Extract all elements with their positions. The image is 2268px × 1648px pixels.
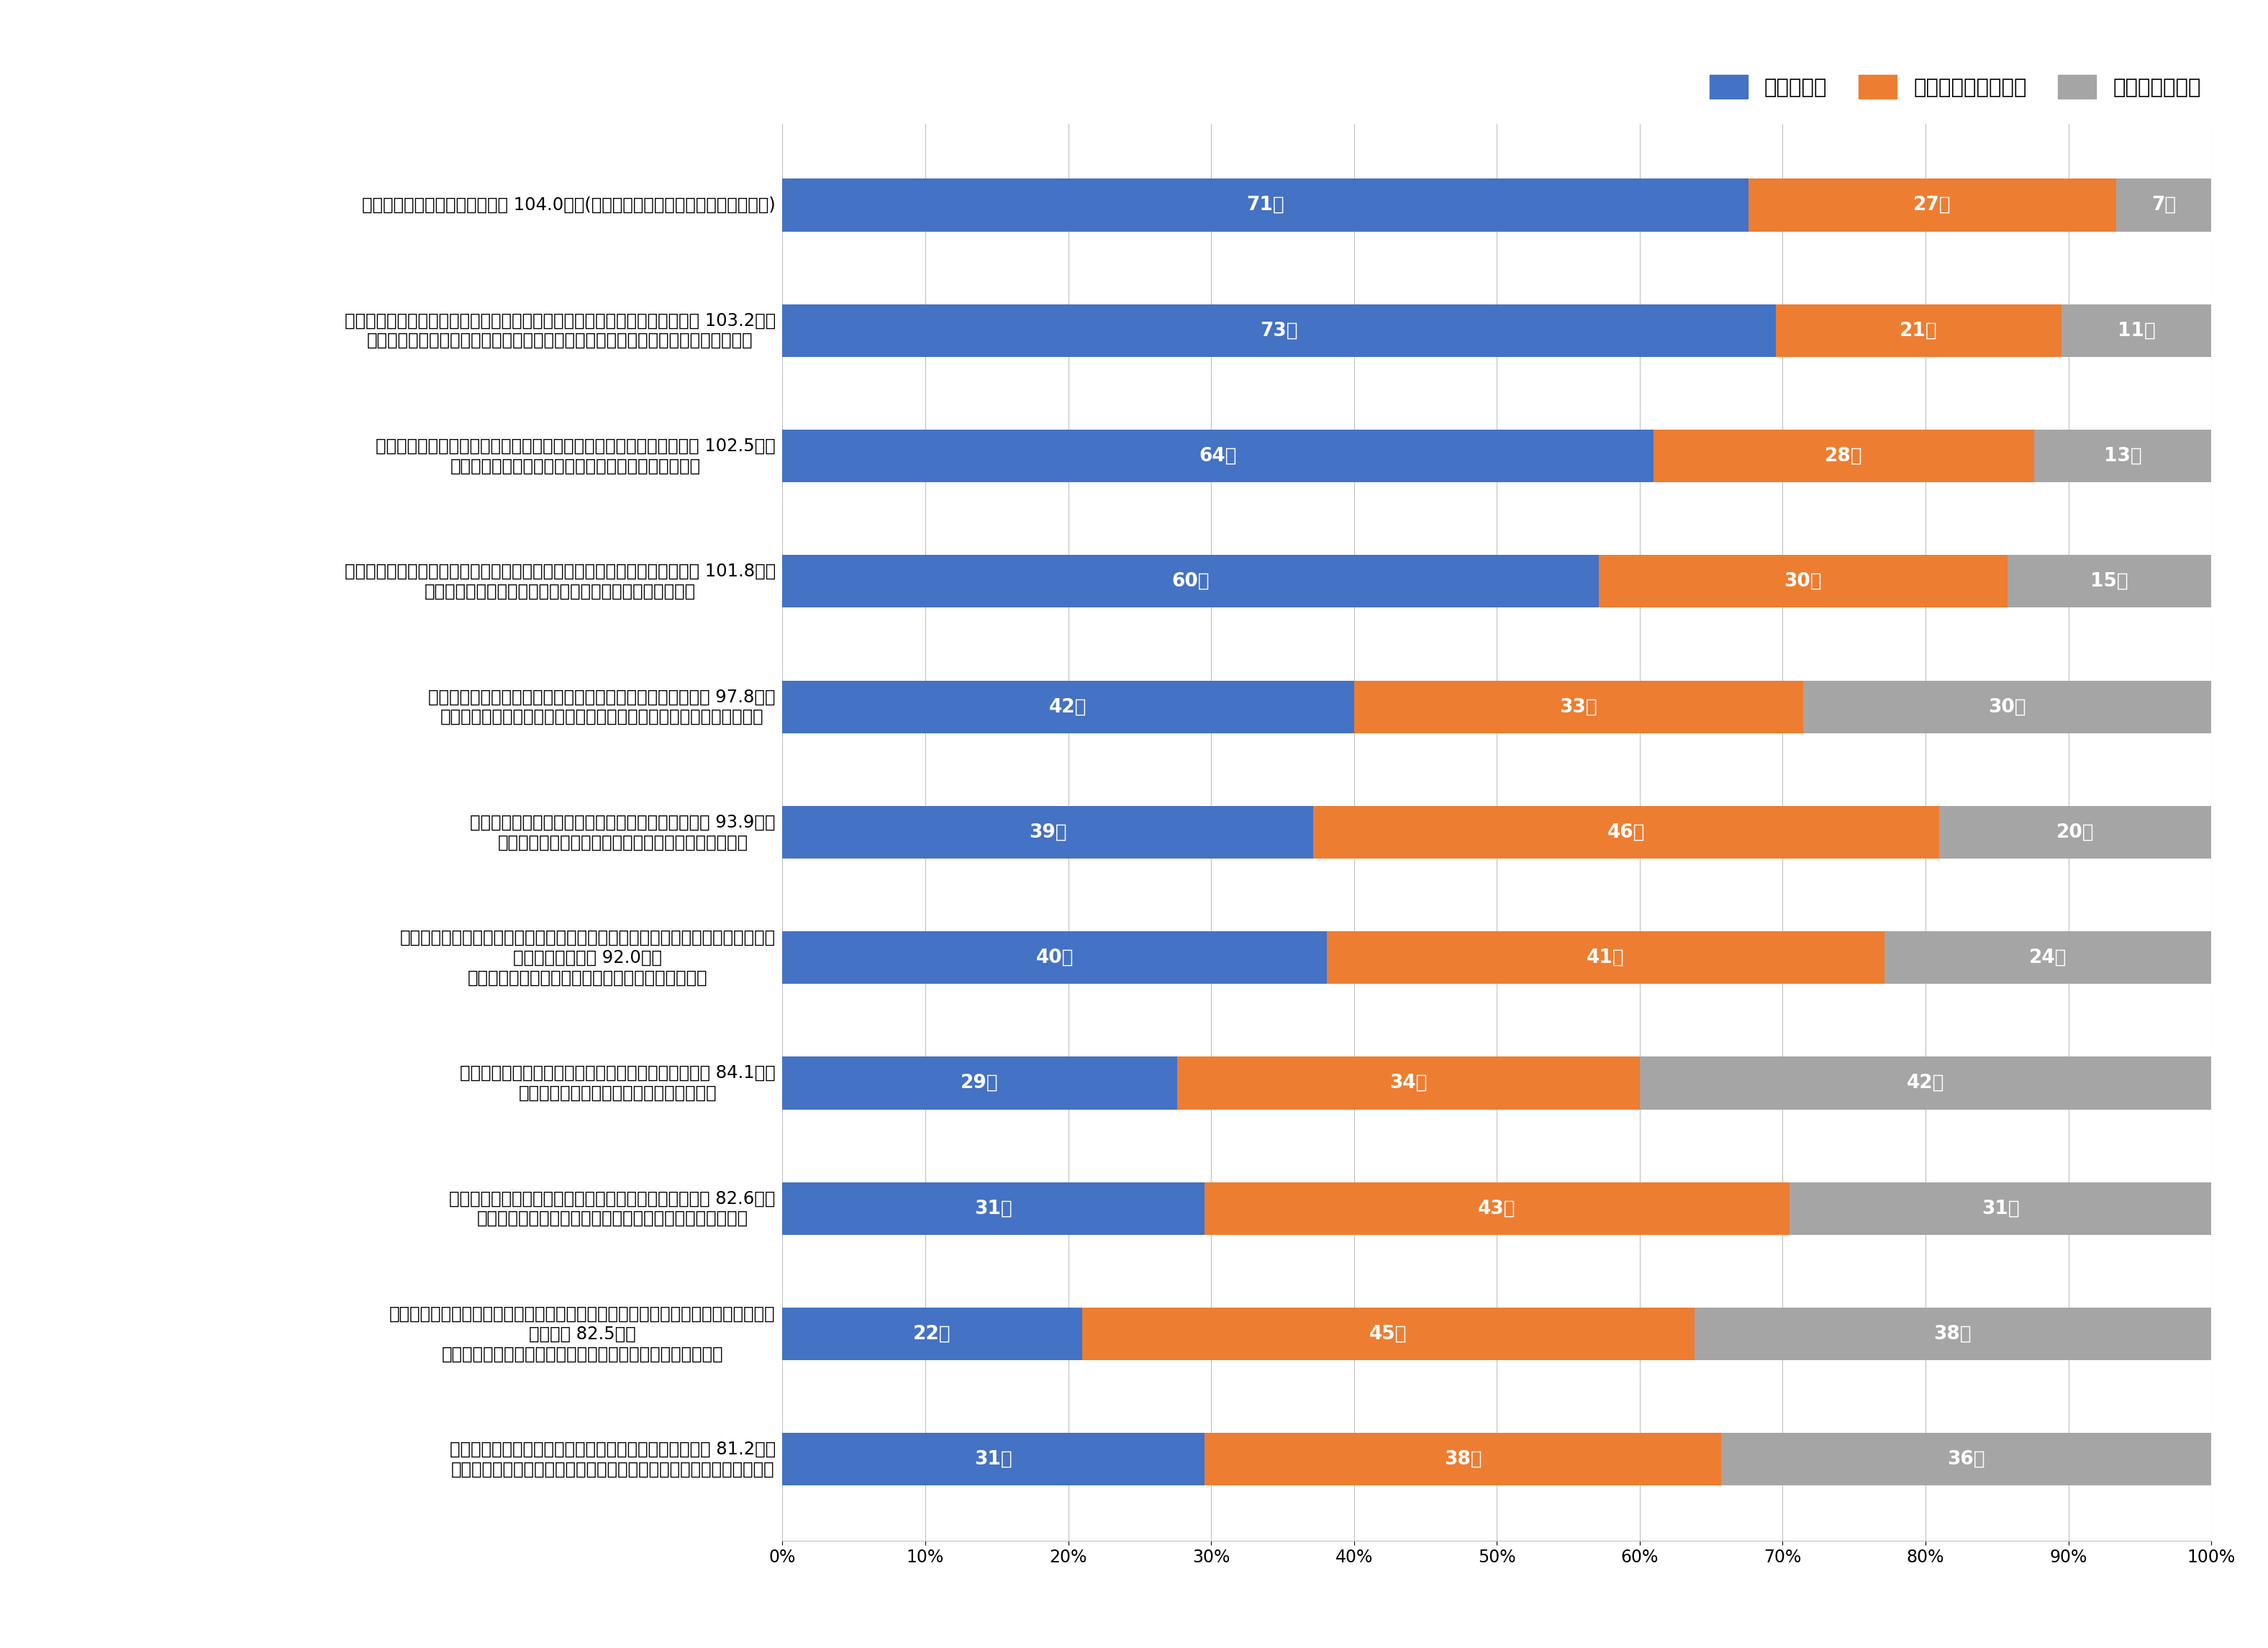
Bar	[1749, 178, 2116, 231]
Bar	[782, 806, 1313, 859]
Text: 28人: 28人	[1826, 447, 1862, 465]
Bar	[782, 1307, 1082, 1360]
Bar	[1721, 1434, 2211, 1486]
Bar	[1939, 806, 2211, 859]
Text: 30人: 30人	[1785, 572, 1821, 590]
Bar	[1082, 1307, 1694, 1360]
Text: 27人: 27人	[1914, 196, 1950, 214]
Text: 30人: 30人	[1989, 697, 2025, 717]
Bar	[782, 430, 1653, 483]
Text: 36人: 36人	[1948, 1450, 1984, 1468]
Text: 13人: 13人	[2105, 447, 2141, 465]
Bar	[782, 1434, 1204, 1486]
Bar	[2116, 178, 2211, 231]
Bar	[2034, 430, 2211, 483]
Text: 29人: 29人	[962, 1074, 998, 1093]
Bar	[1354, 681, 1803, 733]
Legend: ふさわしい, どちらともいえない, ふさわしくない: ふさわしい, どちらともいえない, ふさわしくない	[1710, 74, 2200, 99]
Bar	[2007, 555, 2211, 608]
Text: 11人: 11人	[2118, 321, 2155, 339]
Text: 31人: 31人	[1982, 1200, 2019, 1218]
Text: 31人: 31人	[975, 1450, 1012, 1468]
Bar	[1204, 1182, 1789, 1234]
Bar	[1694, 1307, 2211, 1360]
Bar	[1885, 931, 2211, 984]
Text: 34人: 34人	[1390, 1074, 1427, 1093]
Text: 42人: 42人	[1050, 697, 1086, 717]
Text: 15人: 15人	[2091, 572, 2127, 590]
Bar	[782, 178, 1749, 231]
Bar	[1177, 1056, 1640, 1109]
Text: 71人: 71人	[1247, 196, 1284, 214]
Bar	[782, 555, 1599, 608]
Text: 31人: 31人	[975, 1200, 1012, 1218]
Text: 64人: 64人	[1200, 447, 1236, 465]
Text: 73人: 73人	[1261, 321, 1297, 339]
Bar	[782, 305, 1776, 358]
Bar	[2062, 305, 2211, 358]
Text: 22人: 22人	[914, 1325, 950, 1343]
Text: 43人: 43人	[1479, 1200, 1515, 1218]
Text: 41人: 41人	[1588, 948, 1624, 967]
Bar	[1803, 681, 2211, 733]
Bar	[782, 1056, 1177, 1109]
Text: 33人: 33人	[1560, 697, 1597, 717]
Text: 24人: 24人	[2030, 948, 2066, 967]
Text: 39人: 39人	[1030, 822, 1066, 842]
Text: 60人: 60人	[1173, 572, 1209, 590]
Text: 20人: 20人	[2057, 822, 2093, 842]
Text: 38人: 38人	[1445, 1450, 1481, 1468]
Text: 42人: 42人	[1907, 1074, 1944, 1093]
Bar	[1204, 1434, 1721, 1486]
Bar	[1653, 430, 2034, 483]
Bar	[782, 931, 1327, 984]
Bar	[782, 681, 1354, 733]
Bar	[1327, 931, 1885, 984]
Bar	[1640, 1056, 2211, 1109]
Text: 7人: 7人	[2152, 196, 2175, 214]
Bar	[1313, 806, 1939, 859]
Bar	[1776, 305, 2062, 358]
Text: 40人: 40人	[1036, 948, 1073, 967]
Text: 21人: 21人	[1901, 321, 1937, 339]
Text: 45人: 45人	[1370, 1325, 1406, 1343]
Bar	[1599, 555, 2007, 608]
Text: 38人: 38人	[1935, 1325, 1971, 1343]
Bar	[1789, 1182, 2211, 1234]
Bar	[782, 1182, 1204, 1234]
Text: 46人: 46人	[1608, 822, 1644, 842]
